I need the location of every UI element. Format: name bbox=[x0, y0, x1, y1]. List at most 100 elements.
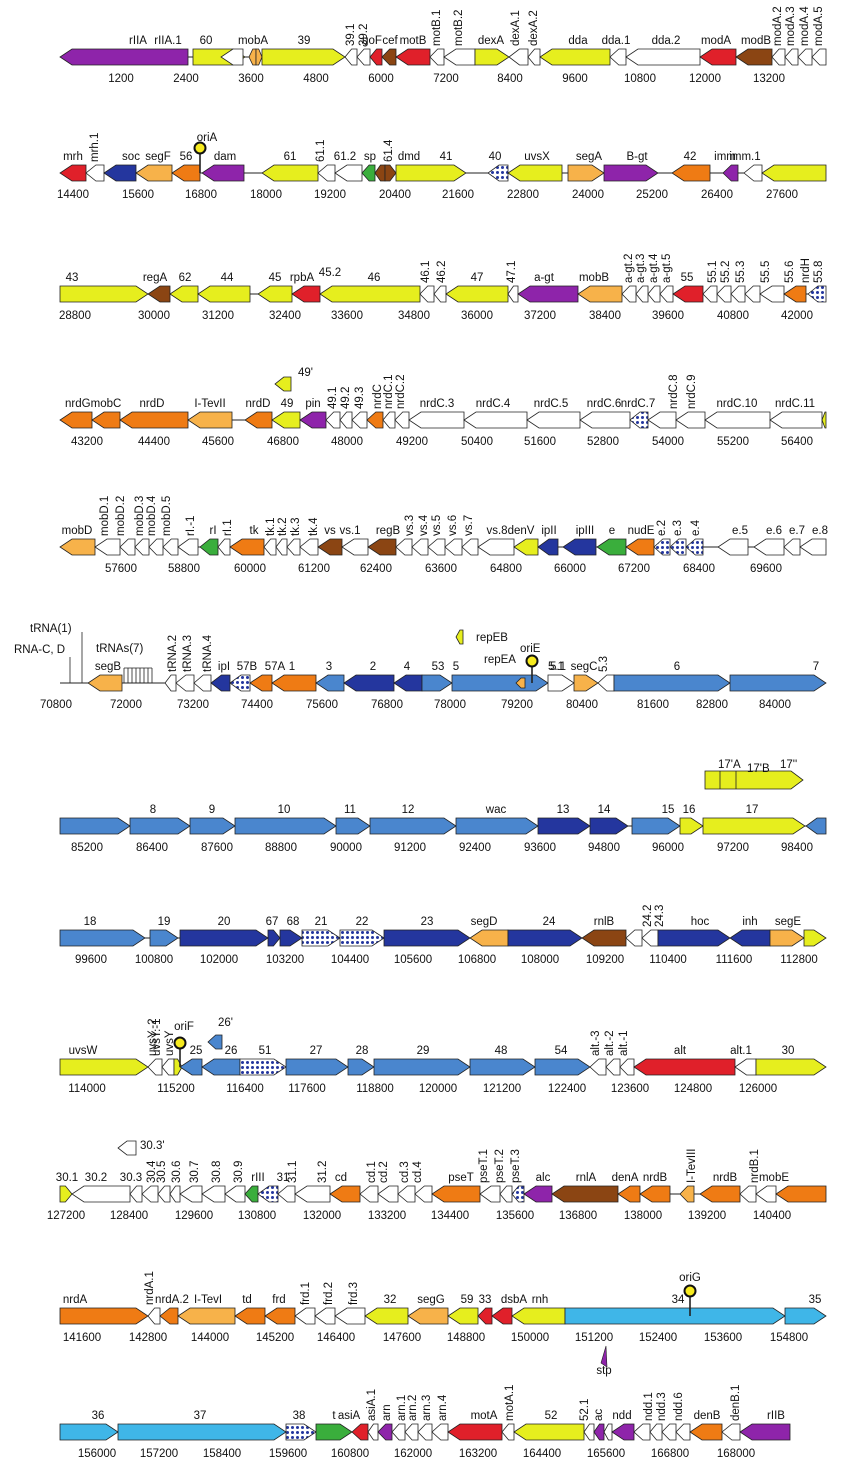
gene-label: rIIA.1 bbox=[154, 35, 181, 47]
gene-arrow bbox=[811, 48, 827, 66]
coordinate-label: 9600 bbox=[562, 73, 588, 85]
gene-arrow bbox=[527, 48, 541, 66]
coordinate-label: 79200 bbox=[501, 699, 533, 711]
coordinate-label: 26400 bbox=[701, 189, 733, 201]
gene-label: nrdC.10 bbox=[717, 398, 758, 410]
gene-label: nrdC.11 bbox=[775, 398, 815, 410]
gene-label: frd.1 bbox=[300, 1282, 312, 1305]
gene-arrow bbox=[421, 674, 453, 692]
gene-arrow bbox=[547, 674, 575, 692]
gene-arrow bbox=[797, 48, 813, 66]
coordinate-label: 163200 bbox=[459, 1448, 497, 1460]
coordinate-label: 138000 bbox=[624, 1210, 662, 1222]
gene-arrow bbox=[173, 1058, 183, 1076]
gene-arrow bbox=[159, 1307, 179, 1325]
gene-label: 51 bbox=[259, 1045, 272, 1057]
gene-arrow bbox=[534, 1058, 591, 1076]
gene-label: 11 bbox=[344, 804, 356, 816]
gene-arrow bbox=[179, 1185, 203, 1203]
gene-label: cd bbox=[335, 1172, 347, 1184]
origin-marker-icon bbox=[683, 1284, 697, 1298]
gene-label: soc bbox=[122, 151, 140, 163]
coordinate-label: 72000 bbox=[110, 699, 142, 711]
gene-label: tk bbox=[250, 525, 259, 537]
gene-arrow bbox=[220, 48, 244, 66]
gene-label: rIIB bbox=[767, 1410, 785, 1422]
coordinate-label: 67200 bbox=[618, 563, 650, 575]
gene-label: 37 bbox=[194, 1410, 207, 1422]
gene-label: rnlB bbox=[594, 916, 615, 928]
gene-arrow bbox=[271, 674, 317, 692]
gene-arrow bbox=[356, 48, 371, 66]
coordinate-label: 49200 bbox=[396, 436, 428, 448]
coordinate-label: 1200 bbox=[108, 73, 134, 85]
coordinate-label: 12000 bbox=[689, 73, 721, 85]
gene-label: 47.1 bbox=[506, 261, 518, 283]
gene-arrow bbox=[513, 1423, 585, 1441]
gene-arrow bbox=[91, 411, 121, 429]
gene-arrow bbox=[264, 1307, 296, 1325]
gene-label: modA.3 bbox=[785, 6, 797, 46]
gene-label: 29 bbox=[417, 1045, 430, 1057]
gene-label: denV bbox=[508, 525, 535, 537]
gene-arrow bbox=[511, 1307, 566, 1325]
gene-arrow bbox=[351, 1423, 369, 1441]
gene-arrow bbox=[704, 411, 771, 429]
gene-arrow bbox=[393, 674, 423, 692]
gene-arrow bbox=[579, 411, 631, 429]
gene-label: tRNA.3 bbox=[182, 635, 194, 672]
gene-arrow bbox=[743, 164, 763, 182]
coordinate-label: 78000 bbox=[434, 699, 466, 711]
coordinate-label: 105600 bbox=[394, 954, 432, 966]
gene-label: pseT bbox=[448, 1172, 474, 1184]
gene-arrow bbox=[394, 411, 410, 429]
gene-arrow bbox=[59, 817, 131, 835]
gene-arrow bbox=[635, 285, 649, 303]
gene-label: pseT.2 bbox=[494, 1149, 506, 1183]
gene-arrow bbox=[59, 1185, 73, 1203]
gene-arrow bbox=[739, 1185, 757, 1203]
gene-arrow bbox=[407, 1307, 449, 1325]
coordinate-label: 82800 bbox=[696, 699, 728, 711]
coordinate-label: 91200 bbox=[394, 842, 426, 854]
gene-arrow bbox=[675, 1423, 691, 1441]
gene-label: vs.4 bbox=[418, 514, 430, 536]
gene-label: tk.2 bbox=[277, 517, 289, 536]
gene-arrow bbox=[117, 1140, 137, 1156]
gene-label: nrdC.4 bbox=[476, 398, 511, 410]
gene-label: 45.2 bbox=[319, 267, 341, 279]
gene-arrow bbox=[257, 1185, 279, 1203]
gene-label: 5.1 bbox=[548, 661, 564, 673]
gene-label: 23 bbox=[421, 916, 434, 928]
gene-label: 61 bbox=[284, 151, 297, 163]
gene-label: 3 bbox=[326, 661, 332, 673]
gene-label: a-gt.3 bbox=[635, 254, 647, 283]
gene-label: 31 bbox=[277, 1172, 290, 1184]
gene-label: motA.1 bbox=[504, 1385, 516, 1421]
gene-arrow bbox=[784, 48, 799, 66]
gene-arrow bbox=[443, 48, 476, 66]
gene-arrow bbox=[257, 285, 293, 303]
gene-label: 5.3 bbox=[598, 656, 610, 672]
gene-arrow bbox=[455, 629, 464, 645]
gene-arrow bbox=[85, 164, 105, 182]
gene-label: inh bbox=[742, 916, 757, 928]
gene-label: 30 bbox=[782, 1045, 795, 1057]
gene-label: 55.6 bbox=[784, 261, 796, 283]
gene-label: rI bbox=[209, 525, 216, 537]
gene-label: e bbox=[609, 525, 615, 537]
gene-arrow bbox=[735, 48, 773, 66]
gene-arrow bbox=[689, 1423, 723, 1441]
gene-label: 49 bbox=[281, 398, 294, 410]
coordinate-label: 87600 bbox=[201, 842, 233, 854]
gene-label: nrdC.3 bbox=[420, 398, 455, 410]
gene-arrow bbox=[395, 48, 431, 66]
gene-arrow bbox=[507, 164, 563, 182]
coordinate-label: 24000 bbox=[572, 189, 604, 201]
gene-arrow bbox=[149, 929, 179, 947]
coordinate-label: 52800 bbox=[587, 436, 619, 448]
gene-arrow bbox=[605, 1058, 621, 1076]
gene-arrow bbox=[469, 929, 509, 947]
origin-label: oriA bbox=[197, 132, 218, 144]
gene-arrow bbox=[469, 1058, 536, 1076]
